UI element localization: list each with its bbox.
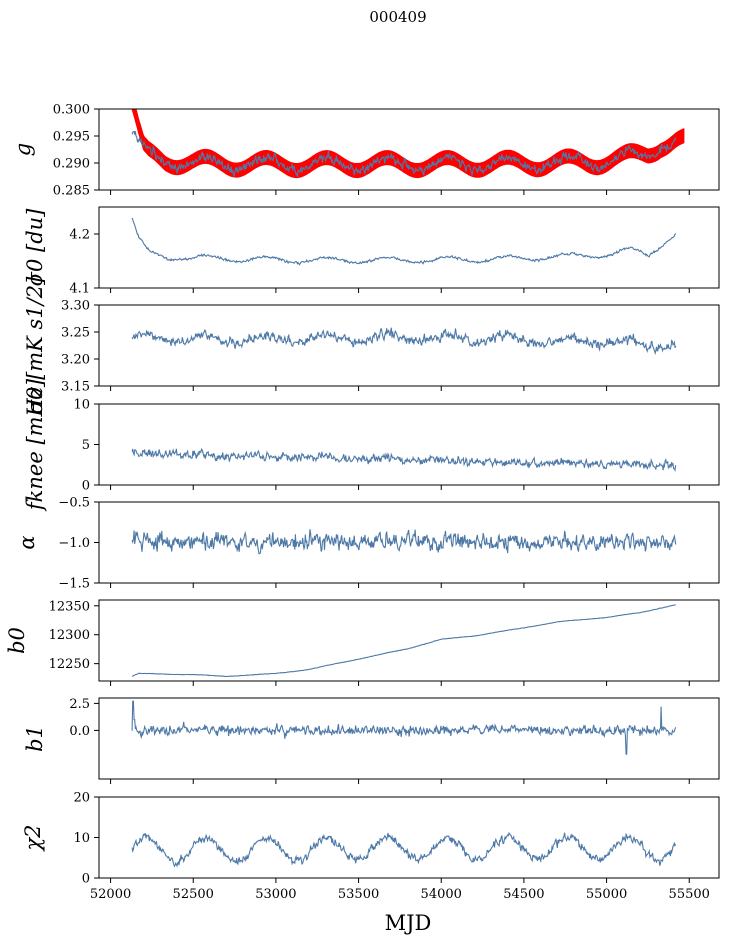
axes-frame	[98, 403, 720, 486]
axes-frame	[98, 206, 720, 289]
y-tick-label: −0.5	[58, 496, 90, 511]
y-tick-label: 10	[73, 398, 90, 413]
subplot-alpha: −1.5 −1.0 −0.5 α	[15, 496, 720, 592]
subplot-g: 0.285 0.290 0.295 0.300 g	[11, 103, 720, 199]
y-axis-label-b0: b0	[5, 627, 29, 654]
x-axis-label: MJD	[385, 911, 432, 935]
subplot-b0: 12250 12300 12350 b0	[5, 599, 720, 686]
y-axis-label-b1: b1	[23, 725, 47, 752]
figure-suptitle: 000409	[369, 8, 426, 26]
axes-frame	[98, 108, 720, 191]
y-axis-label-alpha: α	[15, 535, 39, 549]
series-line-g	[131, 130, 677, 178]
y-tick-label: 0.285	[53, 184, 90, 199]
y-tick-label: −1.0	[58, 536, 90, 551]
subplot-fknee: 0 5 10 fknee [mHz]	[23, 378, 720, 512]
y-tick-label: 4.1	[69, 282, 90, 297]
x-tick-label: 53000	[255, 887, 296, 902]
x-tick-label: 54500	[503, 887, 544, 902]
subplot-sigma0_mk: 3.15 3.20 3.25 3.30 σ0 [mK s1/2]	[23, 276, 720, 414]
series-line-alpha	[131, 529, 677, 555]
y-tick-label: 12350	[49, 599, 90, 614]
y-tick-label: −1.5	[58, 577, 90, 592]
x-tick-label: 52000	[90, 887, 131, 902]
y-axis-label-fknee: fknee [mHz]	[23, 378, 47, 512]
axes-frame	[98, 304, 720, 387]
y-tick-label: 0	[82, 479, 90, 494]
y-axis-label-sigma0_mk: σ0 [mK s1/2]	[23, 276, 47, 414]
x-tick-label: 55000	[586, 887, 627, 902]
axes-frame	[98, 697, 720, 780]
y-tick-label: 12250	[49, 657, 90, 672]
x-tick-label: 52500	[173, 887, 214, 902]
subplot-sigma0_du: 4.1 4.2 σ0 [du]	[23, 206, 720, 297]
y-tick-label: 3.15	[61, 380, 90, 395]
series-line-b1	[131, 700, 677, 755]
y-tick-label: 5	[82, 438, 90, 453]
gain-model-band	[131, 109, 685, 179]
axes-frame	[98, 599, 720, 682]
y-axis-label-chi2: χ2	[21, 824, 45, 852]
y-tick-label: 0.0	[69, 724, 90, 739]
x-tick-label: 55500	[669, 887, 710, 902]
y-tick-label: 20	[73, 791, 90, 806]
series-line-sigma0_du	[131, 217, 677, 266]
y-tick-label: 3.30	[61, 299, 90, 314]
y-tick-label: 0.295	[53, 130, 90, 145]
series-line-b0	[131, 604, 676, 678]
y-axis-label-g: g	[11, 143, 35, 156]
y-tick-label: 3.20	[61, 353, 90, 368]
x-tick-label: 54000	[421, 887, 462, 902]
y-tick-label: 0.300	[53, 103, 90, 118]
y-tick-label: 10	[73, 831, 90, 846]
y-tick-label: 0.290	[53, 157, 90, 172]
series-line-fknee	[131, 448, 677, 473]
y-axis-label-sigma0_du: σ0 [du]	[23, 208, 47, 287]
subplot-chi2: 0 10 20 52000 52500 53000 53500 54000 54500 55000…	[21, 791, 720, 902]
y-tick-label: 4.2	[69, 228, 90, 243]
series-line-chi2	[131, 831, 677, 868]
y-tick-label: 12300	[49, 628, 90, 643]
x-tick-label: 53500	[338, 887, 379, 902]
subplot-b1: 0.0 2.5 b1	[23, 697, 720, 784]
series-line-sigma0_mk	[131, 327, 677, 356]
y-tick-label: 3.25	[61, 326, 90, 341]
y-tick-label: 0	[82, 872, 90, 887]
y-tick-label: 2.5	[69, 697, 90, 712]
